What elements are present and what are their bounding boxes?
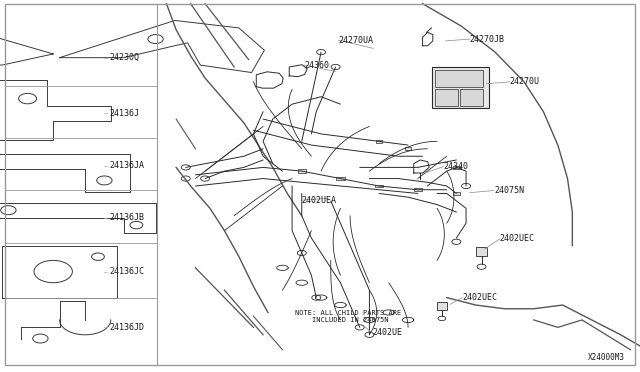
Text: 24075N: 24075N (494, 186, 524, 195)
Text: 24136JA: 24136JA (109, 161, 144, 170)
Text: 2402UEC: 2402UEC (500, 234, 535, 243)
Bar (436, 302, 447, 310)
Text: 2402UE: 2402UE (372, 328, 403, 337)
Bar (460, 89, 483, 106)
Bar (435, 70, 483, 87)
Bar (376, 140, 382, 143)
Text: NOTE: ALL CHILD PARTS ARE
    INCLUDED IN 24075N: NOTE: ALL CHILD PARTS ARE INCLUDED IN 24… (295, 311, 401, 323)
Text: 24270UA: 24270UA (339, 36, 374, 45)
Bar (336, 177, 345, 180)
Bar (405, 147, 412, 150)
Bar (435, 89, 458, 106)
Text: 2402UEA: 2402UEA (302, 196, 337, 205)
Bar (375, 185, 383, 187)
Bar (476, 247, 486, 256)
Text: 24270U: 24270U (509, 77, 540, 86)
Text: 24340: 24340 (444, 162, 468, 171)
Bar (453, 166, 460, 169)
Text: 24136J: 24136J (109, 109, 139, 118)
Text: 24230Q: 24230Q (109, 53, 139, 62)
Text: 24136JC: 24136JC (109, 267, 144, 276)
Text: 24136JB: 24136JB (109, 213, 144, 222)
Bar (453, 192, 460, 195)
Text: 2402UEC: 2402UEC (462, 293, 497, 302)
Bar (298, 169, 306, 173)
Bar (414, 188, 422, 191)
Text: 24360: 24360 (304, 61, 329, 70)
Text: X24000M3: X24000M3 (588, 353, 625, 362)
Text: 24136JD: 24136JD (109, 323, 144, 332)
Bar (432, 67, 488, 108)
Text: 24270JB: 24270JB (470, 35, 505, 44)
